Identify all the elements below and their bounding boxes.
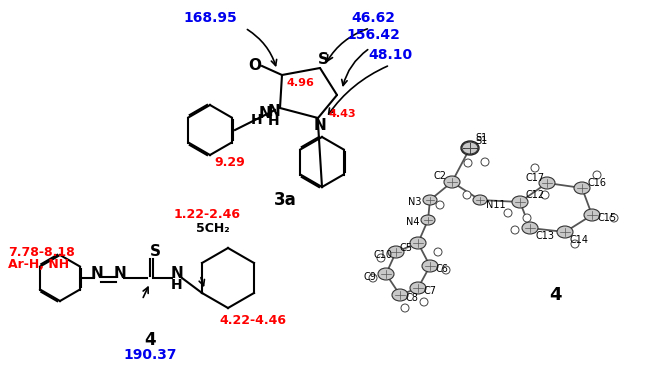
Circle shape xyxy=(401,304,409,312)
Text: C8: C8 xyxy=(406,293,419,303)
Circle shape xyxy=(420,298,428,306)
Text: 4.22-4.46: 4.22-4.46 xyxy=(219,313,286,327)
Circle shape xyxy=(610,214,618,222)
Text: N: N xyxy=(171,266,183,281)
Text: 190.37: 190.37 xyxy=(123,348,176,362)
Text: C6: C6 xyxy=(436,264,449,274)
Text: C5: C5 xyxy=(400,243,413,253)
Text: O: O xyxy=(249,59,262,73)
Ellipse shape xyxy=(473,195,487,205)
Text: C9: C9 xyxy=(364,272,377,282)
Ellipse shape xyxy=(378,268,394,280)
Text: 46.62: 46.62 xyxy=(351,11,395,25)
Text: C15: C15 xyxy=(598,213,617,223)
Text: C10: C10 xyxy=(374,250,393,260)
Text: S: S xyxy=(149,244,161,259)
Text: C2: C2 xyxy=(434,171,447,181)
Circle shape xyxy=(436,201,444,209)
Ellipse shape xyxy=(461,141,479,155)
Text: N: N xyxy=(114,266,126,281)
Text: C16: C16 xyxy=(588,178,607,188)
Ellipse shape xyxy=(539,177,555,189)
Text: 156.42: 156.42 xyxy=(346,28,400,42)
Text: S1: S1 xyxy=(475,136,487,146)
Circle shape xyxy=(442,266,450,274)
Ellipse shape xyxy=(392,289,408,301)
Circle shape xyxy=(541,191,549,199)
Text: 5CH₂: 5CH₂ xyxy=(196,222,230,235)
Ellipse shape xyxy=(421,215,435,225)
Text: 4: 4 xyxy=(144,331,156,349)
Ellipse shape xyxy=(388,246,404,258)
Text: H: H xyxy=(268,114,280,128)
Text: H: H xyxy=(251,113,263,127)
Ellipse shape xyxy=(410,237,426,249)
Text: 3a: 3a xyxy=(274,191,296,209)
Text: N3: N3 xyxy=(408,197,422,207)
Text: 1.22-2.46: 1.22-2.46 xyxy=(173,208,241,222)
Text: 4: 4 xyxy=(549,286,561,304)
Ellipse shape xyxy=(522,222,538,234)
Ellipse shape xyxy=(512,196,528,208)
Ellipse shape xyxy=(423,195,437,205)
Text: S: S xyxy=(317,52,329,68)
Text: N11: N11 xyxy=(486,200,506,210)
Text: H: H xyxy=(171,278,183,292)
Circle shape xyxy=(511,226,519,234)
Circle shape xyxy=(531,164,539,172)
Circle shape xyxy=(571,240,579,248)
Ellipse shape xyxy=(557,226,573,238)
Text: 7.78-8.18: 7.78-8.18 xyxy=(8,247,75,259)
Ellipse shape xyxy=(410,282,426,294)
Circle shape xyxy=(463,191,471,199)
Ellipse shape xyxy=(574,182,590,194)
Circle shape xyxy=(481,158,489,166)
Text: N: N xyxy=(313,119,327,134)
Text: 168.95: 168.95 xyxy=(183,11,237,25)
Text: C13: C13 xyxy=(536,231,555,241)
Circle shape xyxy=(504,209,512,217)
Text: Ar-H, NH: Ar-H, NH xyxy=(8,259,69,271)
Ellipse shape xyxy=(584,209,600,221)
Text: C14: C14 xyxy=(570,235,589,245)
Text: 4.43: 4.43 xyxy=(329,109,356,119)
Text: C12: C12 xyxy=(526,190,545,200)
Circle shape xyxy=(369,274,377,282)
Ellipse shape xyxy=(462,142,478,154)
Circle shape xyxy=(434,248,442,256)
Text: N: N xyxy=(268,103,280,119)
Text: N: N xyxy=(258,105,272,120)
Text: C7: C7 xyxy=(424,286,437,296)
Circle shape xyxy=(593,171,601,179)
Text: C17: C17 xyxy=(525,173,544,183)
Text: S1: S1 xyxy=(475,133,487,143)
Ellipse shape xyxy=(422,260,438,272)
Text: 9.29: 9.29 xyxy=(215,156,245,169)
Text: 4.96: 4.96 xyxy=(286,78,314,88)
Text: N4: N4 xyxy=(406,217,420,227)
Circle shape xyxy=(523,214,531,222)
Text: 48.10: 48.10 xyxy=(368,48,412,62)
Text: N: N xyxy=(91,266,103,281)
Ellipse shape xyxy=(444,176,460,188)
Circle shape xyxy=(377,254,385,262)
Circle shape xyxy=(464,159,472,167)
